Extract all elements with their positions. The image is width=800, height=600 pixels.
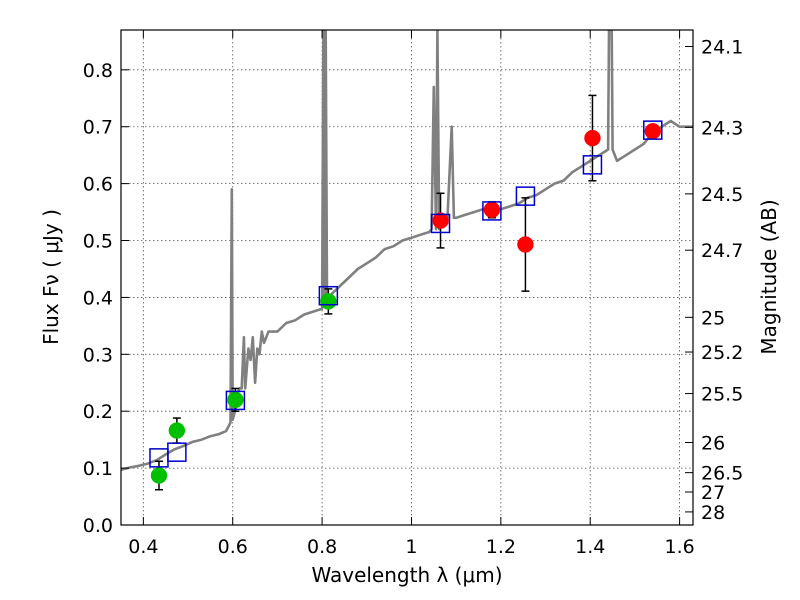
data-point: [584, 129, 601, 147]
y-tick-label: 0.4: [83, 287, 113, 309]
x-tick-label: 1.4: [575, 536, 605, 558]
mag-tick-label: 28: [701, 502, 725, 524]
y-tick-label: 0.2: [83, 401, 113, 423]
mag-tick-label: 26: [701, 433, 725, 455]
x-tick-label: 0.4: [128, 536, 158, 558]
x-tick-label: 1.6: [664, 536, 694, 558]
x-tick-label: 0.8: [307, 536, 337, 558]
model-square: [318, 285, 339, 306]
y-tick-label: 0.8: [83, 60, 113, 82]
y-tick-label: 0.3: [83, 344, 113, 366]
mag-tick-label: 24.1: [701, 37, 743, 59]
y-tick-label: 0.1: [83, 458, 113, 480]
y-axis-title: Flux Fν ( μJy ): [39, 209, 63, 345]
data-point: [227, 391, 244, 409]
x-tick-label: 0.6: [218, 536, 248, 558]
spectrum-layer: [121, 30, 693, 472]
mag-tick-label: 25.5: [701, 384, 743, 406]
x-tick-label: 1: [405, 536, 417, 558]
y-tick-label: 0.0: [83, 515, 113, 537]
x-axis-title: Wavelength λ (μm): [311, 563, 502, 587]
mag-tick-label: 24.7: [701, 240, 743, 262]
y-tick-label: 0.7: [83, 117, 113, 139]
data-point: [150, 467, 168, 484]
data-point: [168, 422, 186, 439]
mag-tick-label: 27: [701, 482, 725, 504]
model-square: [582, 155, 603, 175]
ticks-layer: 0.4 0.6 0.8 1 1.2 1.4 1.6 0.0 0.1 0.2 0.3 0.4 0.5 0.6…: [83, 30, 743, 558]
model-square: [515, 186, 536, 206]
mag-tick-label: 25.2: [701, 342, 743, 364]
model-square: [167, 442, 187, 462]
model-square: [225, 390, 246, 411]
data-point: [320, 293, 337, 310]
model-square: [643, 120, 663, 140]
spectrum-line: [121, 30, 693, 472]
mag-tick-label: 24.5: [701, 184, 743, 206]
y-tick-label: 0.5: [83, 231, 113, 253]
data-point: [644, 123, 662, 140]
mag-tick-label: 24.3: [701, 117, 743, 139]
mag-tick-label: 25: [701, 307, 725, 329]
data-point: [517, 236, 534, 253]
y2-axis-title: Magnitude (AB): [757, 199, 781, 354]
model-square: [430, 213, 451, 234]
mag-tick-label: 26.5: [701, 463, 743, 485]
x-tick-label: 1.2: [486, 536, 516, 558]
data-point: [483, 201, 501, 219]
points-layer: [149, 94, 663, 491]
y-tick-label: 0.6: [83, 174, 113, 196]
data-point: [432, 212, 449, 229]
model-square: [482, 201, 502, 221]
plot-frame: [120, 29, 694, 526]
